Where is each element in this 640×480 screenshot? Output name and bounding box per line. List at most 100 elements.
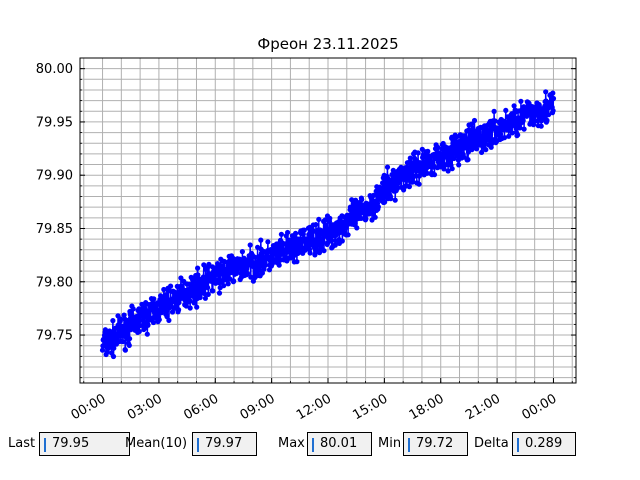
data-point: [178, 275, 184, 281]
data-point: [263, 262, 269, 268]
x-tick-label: 06:00: [181, 391, 221, 423]
y-axis: 79.75 79.80 79.85 79.90 79.95 80.00: [36, 57, 576, 379]
data-point: [456, 150, 462, 156]
data-point: [431, 172, 438, 178]
data-point: [498, 131, 504, 137]
data-point: [406, 184, 412, 190]
data-point: [195, 272, 201, 278]
data-point: [363, 216, 369, 222]
data-point: [168, 283, 174, 289]
x-tick-label: 03:00: [125, 391, 165, 423]
data-point: [392, 197, 398, 203]
chart-grid: [80, 57, 576, 383]
data-point: [245, 270, 251, 277]
y-tick-label: 80.00: [36, 62, 73, 77]
data-point: [511, 103, 517, 109]
chart-title: Фреон 23.11.2025: [257, 35, 398, 53]
data-point: [410, 179, 416, 185]
data-point: [380, 180, 386, 186]
x-tick-label: 09:00: [238, 391, 278, 423]
data-point: [187, 298, 193, 304]
data-point: [518, 98, 524, 104]
data-point: [388, 196, 394, 202]
data-point: [276, 262, 282, 268]
data-point: [483, 147, 489, 153]
data-point: [202, 295, 208, 301]
data-point: [469, 121, 475, 127]
data-point: [415, 150, 421, 156]
data-point: [239, 249, 245, 255]
data-point: [456, 162, 462, 168]
data-point: [371, 192, 377, 198]
data-point: [151, 296, 157, 302]
y-tick-label: 79.75: [36, 329, 73, 344]
data-point: [110, 353, 117, 360]
data-point: [162, 292, 168, 298]
data-point: [313, 222, 319, 228]
text-cursor: [197, 438, 199, 452]
data-series: [99, 89, 557, 360]
data-point: [471, 117, 478, 124]
data-point: [352, 210, 358, 216]
data-point: [197, 294, 203, 301]
data-point: [352, 220, 358, 227]
data-point: [416, 181, 422, 187]
x-tick-label: 21:00: [463, 391, 503, 423]
min-value: 79.72: [416, 436, 454, 451]
data-point: [127, 336, 133, 342]
data-point: [509, 130, 515, 136]
data-point: [520, 117, 526, 124]
data-point: [401, 187, 407, 193]
x-tick-label: 00:00: [69, 391, 109, 423]
data-point: [144, 331, 150, 337]
data-point: [503, 107, 509, 113]
data-point: [332, 242, 338, 248]
data-point: [544, 117, 550, 123]
data-point: [120, 339, 126, 345]
data-point: [110, 318, 116, 324]
data-point: [301, 227, 307, 233]
data-point: [201, 290, 207, 296]
data-point: [550, 95, 557, 102]
data-point: [543, 89, 549, 95]
y-tick-label: 79.80: [36, 275, 73, 290]
x-tick-label: 18:00: [407, 391, 447, 423]
max-label: Max: [278, 436, 305, 451]
data-point: [538, 123, 544, 129]
data-point: [195, 265, 201, 271]
data-point: [205, 291, 211, 297]
data-point: [449, 166, 455, 172]
text-cursor: [44, 438, 46, 452]
data-point: [339, 238, 345, 244]
data-point: [205, 285, 211, 291]
data-point: [372, 214, 378, 220]
y-tick-label: 79.85: [36, 222, 73, 237]
data-point: [121, 312, 127, 318]
delta-field[interactable]: 0.289: [512, 432, 576, 456]
last-field[interactable]: 79.95: [39, 432, 130, 456]
data-point: [445, 168, 451, 174]
min-label: Min: [378, 436, 402, 451]
data-point: [130, 306, 136, 312]
delta-value: 0.289: [525, 436, 563, 451]
data-point: [323, 222, 329, 228]
data-point: [285, 229, 291, 236]
data-point: [293, 230, 299, 236]
chart: Фреон 23.11.2025 00:00 03:00 06:00 09:00 12:…: [36, 35, 577, 423]
data-point: [258, 237, 264, 243]
max-field[interactable]: 80.01: [307, 432, 372, 456]
last-label: Last: [8, 436, 36, 451]
mean-value: 79.97: [205, 436, 243, 451]
min-field[interactable]: 79.72: [403, 432, 468, 456]
series-markers: [99, 89, 557, 360]
data-point: [546, 112, 552, 118]
mean-field[interactable]: 79.97: [192, 432, 257, 456]
text-cursor: [408, 438, 410, 452]
data-point: [166, 317, 172, 323]
data-point: [425, 148, 431, 154]
data-point: [322, 217, 328, 223]
data-point: [183, 303, 189, 309]
data-point: [225, 281, 231, 287]
text-cursor: [517, 438, 519, 452]
data-point: [439, 157, 445, 163]
